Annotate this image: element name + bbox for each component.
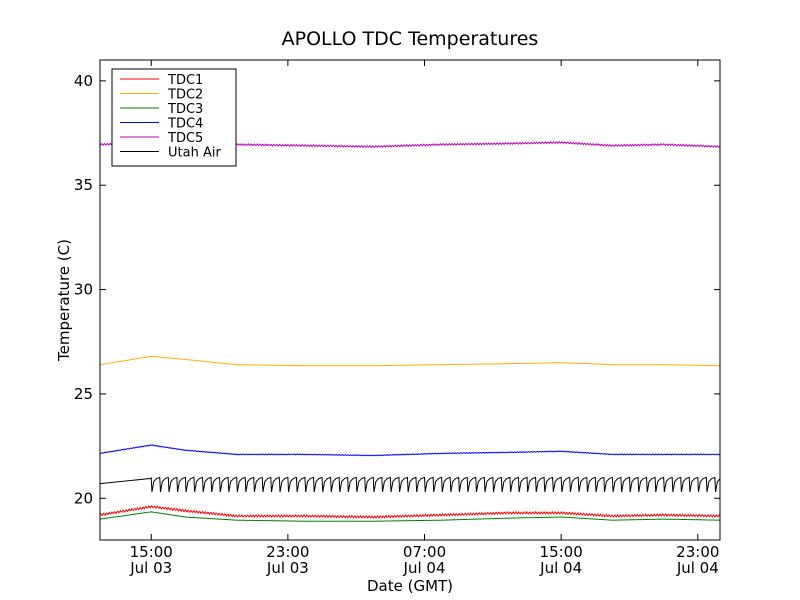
x-axis-label: Date (GMT) bbox=[367, 577, 453, 595]
legend-entry: TDC1 bbox=[167, 73, 203, 88]
legend-entry: TDC2 bbox=[167, 88, 203, 103]
x-tick-label-time: 15:00 bbox=[130, 543, 173, 561]
x-tick-label-date: Jul 04 bbox=[403, 559, 446, 577]
series-line-tdc2 bbox=[100, 355, 720, 367]
y-tick-label: 35 bbox=[74, 176, 93, 194]
x-tick-label-date: Jul 04 bbox=[676, 559, 719, 577]
series-line-tdc3 bbox=[100, 511, 720, 522]
y-tick-label: 25 bbox=[74, 385, 93, 403]
x-tick-label-date: Jul 03 bbox=[129, 559, 172, 577]
y-tick-label: 40 bbox=[74, 72, 93, 90]
series-line-tdc1 bbox=[100, 505, 720, 520]
y-tick-label: 30 bbox=[74, 281, 93, 299]
legend-box bbox=[111, 68, 237, 167]
legend-entry: TDC4 bbox=[167, 117, 203, 132]
x-tick-label-time: 23:00 bbox=[266, 543, 309, 561]
x-tick-label-date: Jul 04 bbox=[539, 559, 582, 577]
x-tick-label-date: Jul 03 bbox=[266, 559, 309, 577]
series-line-tdc4 bbox=[100, 444, 720, 457]
legend-entry: Utah Air bbox=[168, 146, 221, 161]
chart-title: APOLLO TDC Temperatures bbox=[282, 28, 539, 50]
plot-frame bbox=[99, 59, 721, 541]
y-axis-label: Temperature (C) bbox=[55, 239, 73, 362]
legend-entry: TDC3 bbox=[167, 102, 203, 117]
legend-entry: TDC5 bbox=[167, 131, 203, 146]
x-tick-label-time: 23:00 bbox=[676, 543, 719, 561]
series-line-utah-air bbox=[100, 476, 720, 493]
y-axis: 20 25 30 35 40 bbox=[74, 72, 720, 507]
y-tick-label: 20 bbox=[74, 489, 93, 507]
x-tick-label-time: 07:00 bbox=[403, 543, 446, 561]
x-tick-label-time: 15:00 bbox=[540, 543, 583, 561]
plot-area bbox=[100, 140, 720, 522]
